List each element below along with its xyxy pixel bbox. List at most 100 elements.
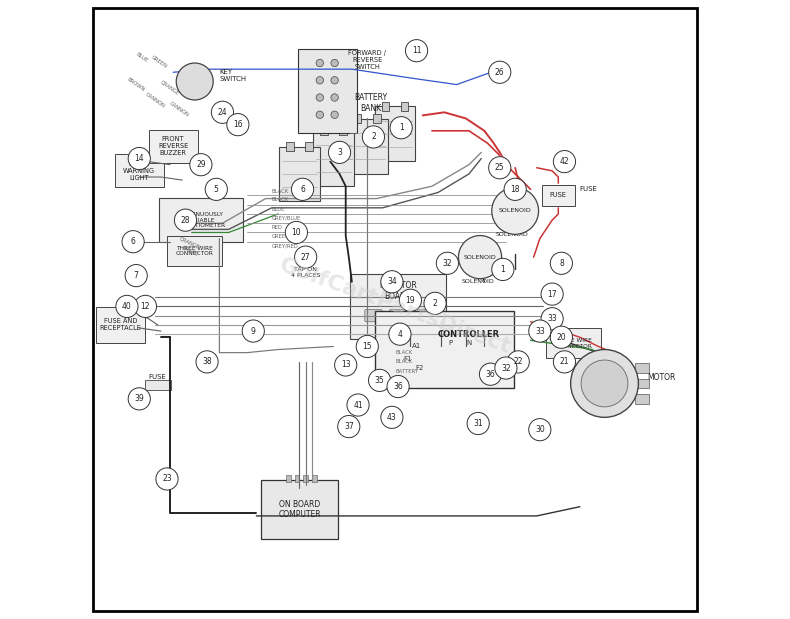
FancyBboxPatch shape	[145, 379, 171, 390]
Text: ORANGE: ORANGE	[179, 236, 201, 250]
Text: 7: 7	[134, 271, 138, 280]
Text: 1: 1	[399, 123, 404, 132]
Circle shape	[227, 113, 249, 136]
Text: CANNON: CANNON	[144, 92, 166, 109]
Text: 2: 2	[433, 299, 438, 308]
Text: 40: 40	[122, 302, 132, 311]
Text: 4: 4	[397, 330, 402, 339]
Text: 8: 8	[559, 259, 564, 268]
Text: 36: 36	[486, 370, 495, 379]
Circle shape	[458, 236, 502, 279]
Circle shape	[125, 264, 147, 287]
Text: 36: 36	[393, 382, 403, 391]
Text: 5: 5	[214, 185, 219, 194]
Circle shape	[212, 102, 234, 123]
Text: 38: 38	[202, 357, 212, 366]
FancyBboxPatch shape	[635, 394, 649, 404]
Circle shape	[316, 59, 324, 67]
FancyBboxPatch shape	[373, 114, 381, 123]
Text: 41: 41	[353, 400, 363, 410]
Text: 15: 15	[363, 342, 372, 351]
Text: 6: 6	[130, 237, 136, 246]
Text: F2: F2	[416, 365, 424, 371]
Circle shape	[553, 150, 576, 173]
Text: 32: 32	[501, 363, 510, 373]
Text: 37: 37	[344, 422, 354, 431]
FancyBboxPatch shape	[149, 129, 198, 163]
FancyBboxPatch shape	[279, 147, 320, 201]
FancyBboxPatch shape	[401, 102, 408, 111]
Text: ON BOARD
COMPUTER: ON BOARD COMPUTER	[278, 500, 321, 519]
Text: FUSE AND
RECEPTACLE: FUSE AND RECEPTACLE	[100, 318, 141, 331]
FancyBboxPatch shape	[96, 307, 145, 343]
Text: CANNON: CANNON	[168, 101, 190, 118]
FancyBboxPatch shape	[286, 475, 291, 482]
FancyBboxPatch shape	[635, 378, 649, 388]
Circle shape	[347, 394, 369, 416]
Text: BLACK: BLACK	[272, 197, 289, 202]
Text: ORANGE: ORANGE	[160, 79, 180, 96]
Text: BLUE: BLUE	[135, 52, 149, 64]
Text: 35: 35	[374, 376, 385, 385]
Text: CONTROLLER: CONTROLLER	[438, 330, 500, 339]
Circle shape	[134, 295, 156, 318]
Text: 19: 19	[405, 296, 416, 305]
Circle shape	[285, 222, 307, 243]
Circle shape	[316, 111, 324, 118]
Text: BRAKE: BRAKE	[182, 246, 199, 258]
Circle shape	[553, 351, 576, 373]
Text: TAP ON
4 PLACES: TAP ON 4 PLACES	[291, 267, 321, 278]
FancyBboxPatch shape	[298, 49, 357, 132]
Text: MOTOR: MOTOR	[648, 373, 676, 382]
Text: SOLENOID: SOLENOID	[464, 254, 496, 259]
Circle shape	[507, 351, 529, 373]
Circle shape	[337, 415, 360, 438]
Text: N: N	[466, 340, 472, 347]
Text: GREY/RED: GREY/RED	[272, 243, 299, 249]
Text: 3: 3	[337, 148, 342, 157]
Text: 2: 2	[371, 132, 376, 142]
Circle shape	[405, 40, 427, 62]
Text: 30: 30	[535, 425, 544, 434]
Text: BLACK: BLACK	[395, 350, 412, 355]
FancyBboxPatch shape	[382, 102, 389, 111]
FancyBboxPatch shape	[542, 185, 575, 206]
Text: A1: A1	[412, 344, 421, 350]
Text: BATTERY: BATTERY	[395, 369, 418, 374]
Text: 34: 34	[387, 277, 397, 286]
Text: 22: 22	[514, 357, 523, 366]
FancyBboxPatch shape	[414, 310, 431, 322]
Text: 24: 24	[218, 108, 228, 117]
Circle shape	[551, 252, 573, 274]
Circle shape	[489, 61, 511, 84]
Circle shape	[436, 252, 458, 274]
Text: 13: 13	[341, 360, 351, 370]
Text: THREE WIRE
CONNECTOR: THREE WIRE CONNECTOR	[555, 338, 592, 348]
FancyBboxPatch shape	[115, 154, 164, 188]
Circle shape	[467, 412, 489, 435]
Text: FORWARD /
REVERSE
SWITCH: FORWARD / REVERSE SWITCH	[348, 50, 386, 70]
Text: GREEN: GREEN	[272, 234, 290, 240]
Text: THREE WIRE
CONNECTOR: THREE WIRE CONNECTOR	[176, 246, 213, 256]
Circle shape	[122, 231, 145, 253]
FancyBboxPatch shape	[167, 236, 222, 266]
Text: 31: 31	[473, 419, 483, 428]
Circle shape	[156, 468, 178, 490]
Circle shape	[491, 188, 539, 235]
Text: 23: 23	[162, 474, 171, 483]
Text: BLACK: BLACK	[272, 189, 289, 194]
Text: GREY/BLUE: GREY/BLUE	[272, 216, 301, 221]
FancyBboxPatch shape	[374, 106, 416, 162]
Circle shape	[175, 209, 197, 232]
Circle shape	[390, 116, 412, 139]
Text: 28: 28	[181, 215, 190, 225]
Text: FUSE: FUSE	[580, 186, 598, 193]
Text: P: P	[449, 340, 453, 347]
Text: GREEN: GREEN	[150, 55, 167, 69]
FancyBboxPatch shape	[313, 131, 354, 186]
Text: FRONT
REVERSE
BUZZER: FRONT REVERSE BUZZER	[158, 136, 188, 156]
FancyBboxPatch shape	[365, 310, 382, 322]
Text: 32: 32	[442, 259, 452, 268]
Text: F1: F1	[403, 356, 412, 361]
Circle shape	[316, 94, 324, 102]
